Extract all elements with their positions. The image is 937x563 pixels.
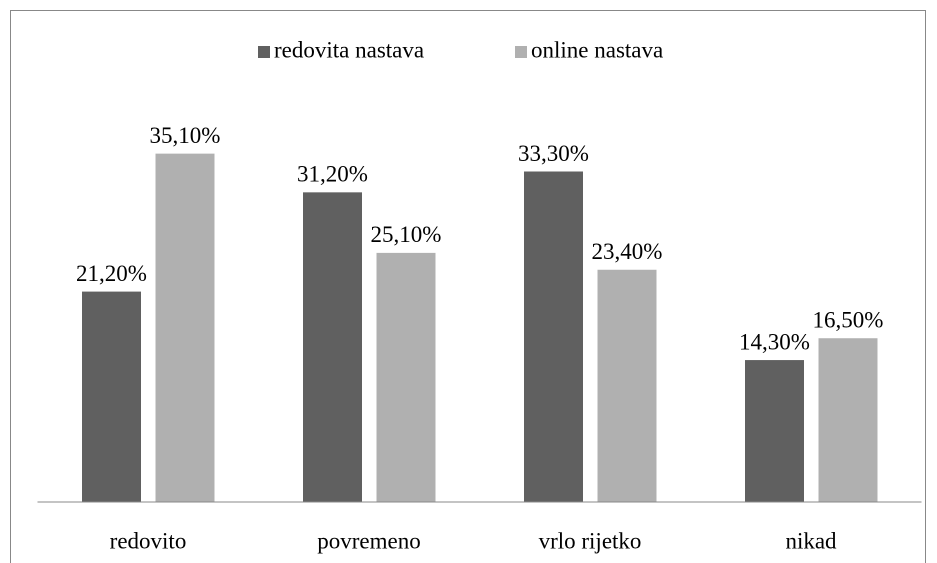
legend-label: online nastava — [531, 37, 663, 62]
bar — [818, 338, 878, 502]
data-label: 25,10% — [371, 222, 442, 247]
x-tick-label: redovito — [110, 528, 187, 553]
data-label: 21,20% — [76, 261, 147, 286]
data-label: 23,40% — [592, 239, 663, 264]
data-label: 33,30% — [518, 141, 589, 166]
bar — [745, 360, 804, 502]
bar — [155, 153, 215, 502]
x-tick-label: nikad — [785, 528, 837, 553]
data-label: 16,50% — [813, 308, 884, 333]
data-label: 31,20% — [297, 162, 368, 187]
bar — [376, 252, 436, 502]
chart-frame — [10, 10, 926, 563]
bar — [524, 171, 583, 502]
bar — [82, 291, 141, 502]
legend-swatch — [258, 46, 270, 58]
legend-label: redovita nastava — [274, 37, 424, 62]
x-tick-label: povremeno — [317, 528, 420, 553]
bar — [303, 192, 362, 502]
legend-swatch — [515, 46, 527, 58]
bar — [597, 269, 657, 502]
data-label: 14,30% — [739, 329, 810, 354]
data-label: 35,10% — [150, 123, 221, 148]
x-tick-label: vrlo rijetko — [539, 528, 642, 553]
